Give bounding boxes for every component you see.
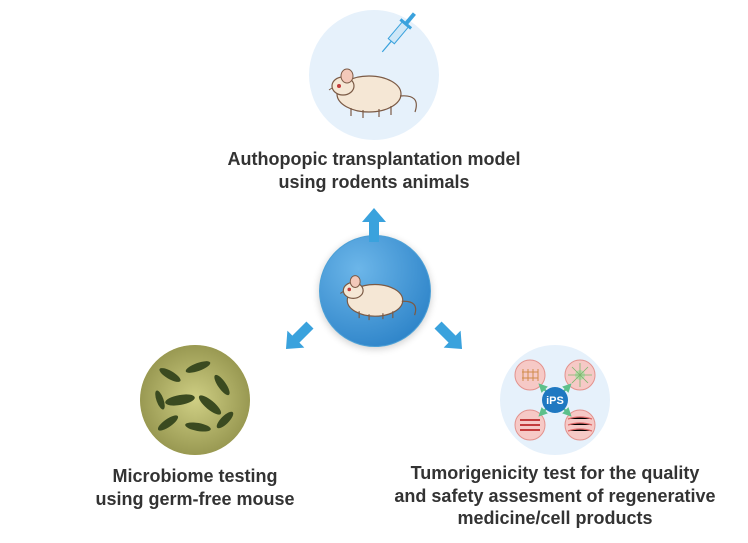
top-caption: Authopopic transplantation model using r…	[124, 148, 624, 193]
right-caption: Tumorigenicity test for the quality and …	[380, 462, 730, 530]
right-node: iPS	[500, 345, 610, 455]
top-node	[309, 10, 439, 140]
bacteria-icon	[140, 345, 250, 455]
arrow-down-left-icon	[277, 316, 318, 357]
left-node	[140, 345, 250, 455]
left-caption-line1: Microbiome testing	[112, 466, 277, 486]
mouse-syringe-icon	[309, 10, 439, 140]
arrow-up-icon	[362, 208, 386, 242]
arrow-down-right-icon	[429, 316, 470, 357]
right-caption-line3: medicine/cell products	[457, 508, 652, 528]
ips-cells-icon: iPS	[500, 345, 610, 455]
right-caption-line2: and safety assesment of regenerative	[394, 486, 715, 506]
right-caption-line1: Tumorigenicity test for the quality	[411, 463, 700, 483]
center-hub	[319, 235, 431, 347]
left-caption: Microbiome testing using germ-free mouse	[45, 465, 345, 510]
ips-label: iPS	[546, 395, 564, 407]
top-caption-line1: Authopopic transplantation model	[228, 149, 521, 169]
left-caption-line2: using germ-free mouse	[95, 489, 294, 509]
center-mouse-icon	[320, 236, 430, 346]
top-caption-line2: using rodents animals	[278, 172, 469, 192]
